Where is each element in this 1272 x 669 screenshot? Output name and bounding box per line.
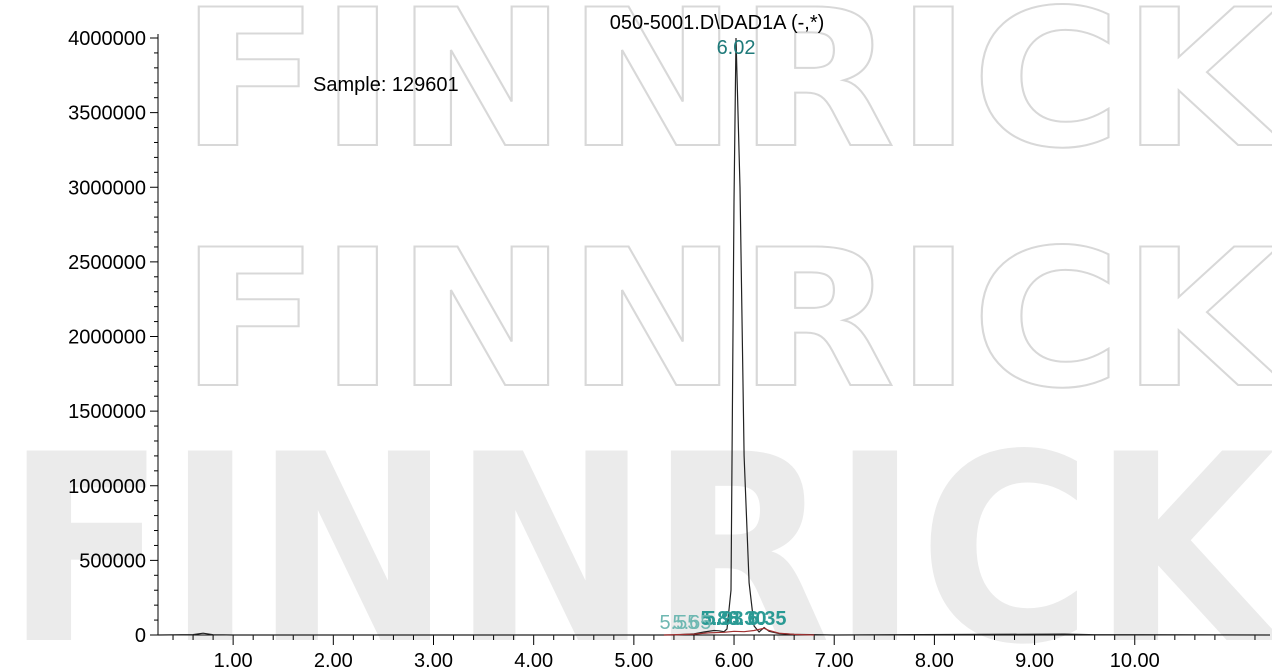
y-tick-label: 3000000 (68, 177, 146, 199)
y-tick-label: 0 (135, 625, 146, 647)
peak-label: 5.88 (701, 608, 740, 630)
x-tick-label: 3.00 (414, 650, 453, 669)
peak-label: 6.02 (717, 37, 756, 59)
series-line-2 (663, 627, 815, 636)
watermark-row-2: FINNRICK (180, 209, 1272, 430)
x-tick-label: 4.00 (514, 650, 553, 669)
y-tick-label: 2000000 (68, 327, 146, 349)
axis-ticks: 0 500000 1000000 1500000 2000000 2500000 30000… (68, 28, 1256, 669)
watermark: FINNRICK FINNRICK FINNRICK (5, 0, 1272, 669)
x-tick-label: 10.00 (1110, 650, 1160, 669)
x-tick-label: 1.00 (214, 650, 253, 669)
peak-label: 5.55 (659, 612, 698, 634)
x-tick-label: 2.00 (314, 650, 353, 669)
y-tick-label: 1500000 (68, 401, 146, 423)
y-tick-label: 500000 (79, 550, 146, 572)
sample-annotation: Sample: 129601 (313, 74, 459, 96)
y-tick-label: 4000000 (68, 28, 146, 50)
y-tick-label: 3500000 (68, 103, 146, 125)
x-tick-label: 9.00 (1015, 650, 1054, 669)
x-tick-label: 8.00 (915, 650, 954, 669)
x-tick-label: 5.00 (614, 650, 653, 669)
peak-label: 5.93 (705, 608, 744, 630)
y-tick-label: 2500000 (68, 252, 146, 274)
y-tick-label: 1000000 (68, 476, 146, 498)
peak-label: 5.65 (672, 612, 711, 634)
peak-label: 6.30 (728, 608, 767, 630)
series-layer (157, 37, 1271, 636)
chart-title: 050-5001.D\DAD1A (-,*) (610, 12, 825, 34)
peak-labels: 6.02 5.886.306.355.93 5.555.65 (659, 37, 786, 634)
x-tick-label: 6.00 (715, 650, 754, 669)
watermark-row-1: FINNRICK (180, 0, 1272, 190)
x-tick-label: 7.00 (815, 650, 854, 669)
peak-label: 6.35 (748, 608, 787, 630)
watermark-row-3: FINNRICK (5, 400, 1272, 669)
